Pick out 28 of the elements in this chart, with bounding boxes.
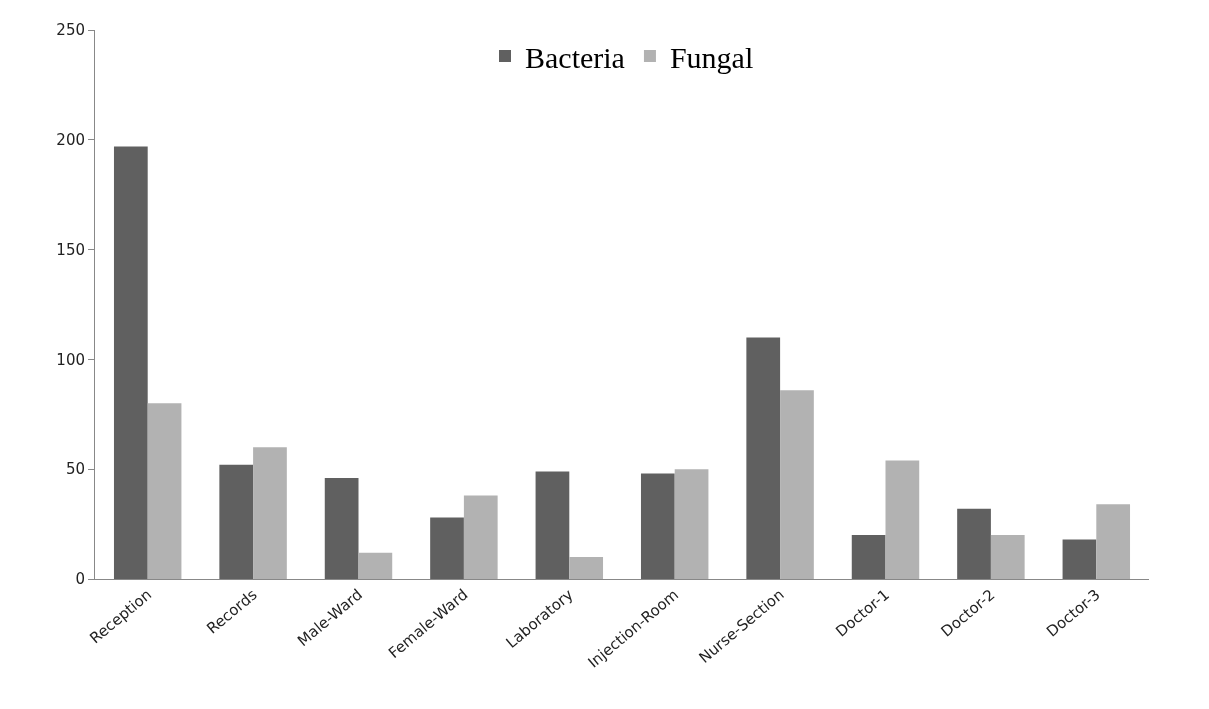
y-tick-label: 50 <box>65 460 85 479</box>
y-tick-label: 200 <box>56 131 85 150</box>
legend-label: Fungal <box>669 40 754 74</box>
y-tick-label: 250 <box>56 21 85 40</box>
legend-label: Bacteria <box>525 40 625 74</box>
bar <box>674 469 709 579</box>
y-tick-label: 100 <box>56 350 85 369</box>
bar <box>430 517 464 579</box>
bar <box>253 447 287 579</box>
bar <box>463 495 498 579</box>
bar <box>885 460 920 579</box>
bar <box>746 337 781 579</box>
bar <box>358 552 393 579</box>
bar <box>990 535 1025 579</box>
bar <box>147 403 182 579</box>
bar <box>851 535 886 579</box>
bar <box>1062 539 1097 579</box>
bar <box>780 390 814 579</box>
bar <box>640 473 675 579</box>
bar <box>1096 504 1131 579</box>
bar <box>113 146 148 579</box>
bar <box>569 557 604 579</box>
y-tick-label: 150 <box>56 240 85 259</box>
bar <box>324 477 359 579</box>
bar <box>957 508 991 579</box>
bar <box>219 464 254 579</box>
bar <box>535 471 570 579</box>
y-tick-label: 0 <box>75 570 85 589</box>
